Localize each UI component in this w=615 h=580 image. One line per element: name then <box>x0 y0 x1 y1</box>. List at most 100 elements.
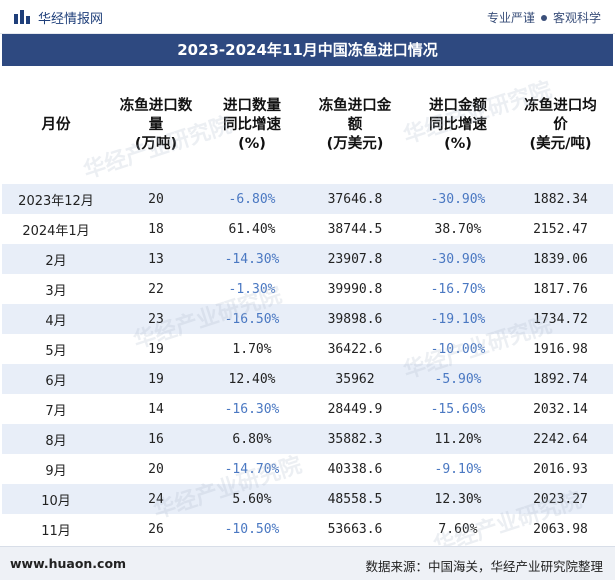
month-cell: 5月 <box>2 334 110 364</box>
value-cell: 19 <box>110 364 202 394</box>
table-row: 11月 26 -10.50% 53663.6 7.60% 2063.98 <box>2 514 613 544</box>
column-header-line: 月份 <box>41 116 71 133</box>
value-cell: 11.20% <box>408 424 508 454</box>
value-cell: 2032.14 <box>508 394 613 424</box>
tagline: 专业严谨 客观科学 <box>487 9 601 26</box>
month-cell: 10月 <box>2 484 110 514</box>
column-header: 冻鱼进口均价 (美元/吨) <box>508 66 613 184</box>
value-cell: 53663.6 <box>302 514 408 544</box>
value-cell: 7.60% <box>408 514 508 544</box>
brand-logo-icon <box>14 10 30 24</box>
value-cell: 37646.8 <box>302 184 408 214</box>
column-header-line: (万美元) <box>326 135 384 152</box>
month-cell: 2024年1月 <box>2 214 110 244</box>
value-cell: 5.60% <box>202 484 302 514</box>
month-cell: 2023年12月 <box>2 184 110 214</box>
value-cell: -30.90% <box>408 184 508 214</box>
value-cell: 18 <box>110 214 202 244</box>
month-cell: 7月 <box>2 394 110 424</box>
value-cell: 35882.3 <box>302 424 408 454</box>
column-header-line: 冻鱼进口金 <box>318 97 392 114</box>
tagline-left: 专业严谨 <box>486 11 535 25</box>
table-row: 7月 14 -16.30% 28449.9 -15.60% 2032.14 <box>2 394 613 424</box>
value-cell: 1.70% <box>202 334 302 364</box>
top-bar: 华经情报网 专业严谨 客观科学 <box>0 0 615 34</box>
value-cell: 28449.9 <box>302 394 408 424</box>
value-cell: 61.40% <box>202 214 302 244</box>
value-cell: 2152.47 <box>508 214 613 244</box>
month-cell: 3月 <box>2 274 110 304</box>
value-cell: -15.60% <box>408 394 508 424</box>
tagline-right: 客观科学 <box>552 11 601 25</box>
value-cell: 20 <box>110 184 202 214</box>
value-cell: -9.10% <box>408 454 508 484</box>
month-cell: 9月 <box>2 454 110 484</box>
value-cell: 16 <box>110 424 202 454</box>
column-header: 月份 <box>2 66 110 184</box>
table-row: 5月 19 1.70% 36422.6 -10.00% 1916.98 <box>2 334 613 364</box>
tagline-dot <box>540 14 547 21</box>
value-cell: -19.10% <box>408 304 508 334</box>
value-cell: 48558.5 <box>302 484 408 514</box>
value-cell: -10.00% <box>408 334 508 364</box>
value-cell: 12.30% <box>408 484 508 514</box>
column-header: 进口数量 同比增速 (%) <box>202 66 302 184</box>
value-cell: -5.90% <box>408 364 508 394</box>
value-cell: 40338.6 <box>302 454 408 484</box>
table-row: 2023年12月 20 -6.80% 37646.8 -30.90% 1882.34 <box>2 184 613 214</box>
column-header-line: 同比增速 <box>223 116 281 133</box>
value-cell: -16.30% <box>202 394 302 424</box>
value-cell: 22 <box>110 274 202 304</box>
value-cell: 2023.27 <box>508 484 613 514</box>
column-header-line: 额 <box>347 116 363 133</box>
table-row: 10月 24 5.60% 48558.5 12.30% 2023.27 <box>2 484 613 514</box>
value-cell: 36422.6 <box>302 334 408 364</box>
value-cell: 1734.72 <box>508 304 613 334</box>
value-cell: 23907.8 <box>302 244 408 274</box>
table-row: 9月 20 -14.70% 40338.6 -9.10% 2016.93 <box>2 454 613 484</box>
import-table: 月份 冻鱼进口数量 (万吨) 进口数量 同比增速 (%) 冻鱼进口金额 (万美元) 进口金额 同比… <box>2 66 613 544</box>
value-cell: 13 <box>110 244 202 274</box>
value-cell: 2242.64 <box>508 424 613 454</box>
table-row: 2月 13 -14.30% 23907.8 -30.90% 1839.06 <box>2 244 613 274</box>
column-header: 冻鱼进口金额 (万美元) <box>302 66 408 184</box>
table-row: 8月 16 6.80% 35882.3 11.20% 2242.64 <box>2 424 613 454</box>
value-cell: 2063.98 <box>508 514 613 544</box>
column-header: 进口金额 同比增速 (%) <box>408 66 508 184</box>
column-header-line: 冻鱼进口均 <box>524 97 597 114</box>
value-cell: 26 <box>110 514 202 544</box>
value-cell: -10.50% <box>202 514 302 544</box>
value-cell: 14 <box>110 394 202 424</box>
table-row: 2024年1月 18 61.40% 38744.5 38.70% 2152.47 <box>2 214 613 244</box>
value-cell: 1817.76 <box>508 274 613 304</box>
table-row: 6月 19 12.40% 35962 -5.90% 1892.74 <box>2 364 613 394</box>
column-header-line: 冻鱼进口数 <box>119 97 193 114</box>
month-cell: 11月 <box>2 514 110 544</box>
value-cell: -16.70% <box>408 274 508 304</box>
value-cell: 19 <box>110 334 202 364</box>
column-header-line: (美元/吨) <box>529 135 592 152</box>
value-cell: 38.70% <box>408 214 508 244</box>
site-link[interactable]: www.huaon.com <box>10 556 127 571</box>
column-header-line: 量 <box>148 116 164 133</box>
column-header-line: 进口金额 <box>429 97 487 114</box>
value-cell: 1916.98 <box>508 334 613 364</box>
month-cell: 6月 <box>2 364 110 394</box>
page-title: 2023-2024年11月中国冻鱼进口情况 <box>2 34 613 66</box>
value-cell: 2016.93 <box>508 454 613 484</box>
column-header-line: (%) <box>238 135 266 152</box>
month-cell: 8月 <box>2 424 110 454</box>
value-cell: 24 <box>110 484 202 514</box>
table-body: 2023年12月 20 -6.80% 37646.8 -30.90% 1882.34 202… <box>2 184 613 544</box>
brand-name[interactable]: 华经情报网 <box>38 12 104 27</box>
value-cell: 39898.6 <box>302 304 408 334</box>
value-cell: -14.70% <box>202 454 302 484</box>
value-cell: 6.80% <box>202 424 302 454</box>
value-cell: 1839.06 <box>508 244 613 274</box>
value-cell: -1.30% <box>202 274 302 304</box>
table-row: 4月 23 -16.50% 39898.6 -19.10% 1734.72 <box>2 304 613 334</box>
month-cell: 4月 <box>2 304 110 334</box>
value-cell: -16.50% <box>202 304 302 334</box>
value-cell: 39990.8 <box>302 274 408 304</box>
table-row: 3月 22 -1.30% 39990.8 -16.70% 1817.76 <box>2 274 613 304</box>
